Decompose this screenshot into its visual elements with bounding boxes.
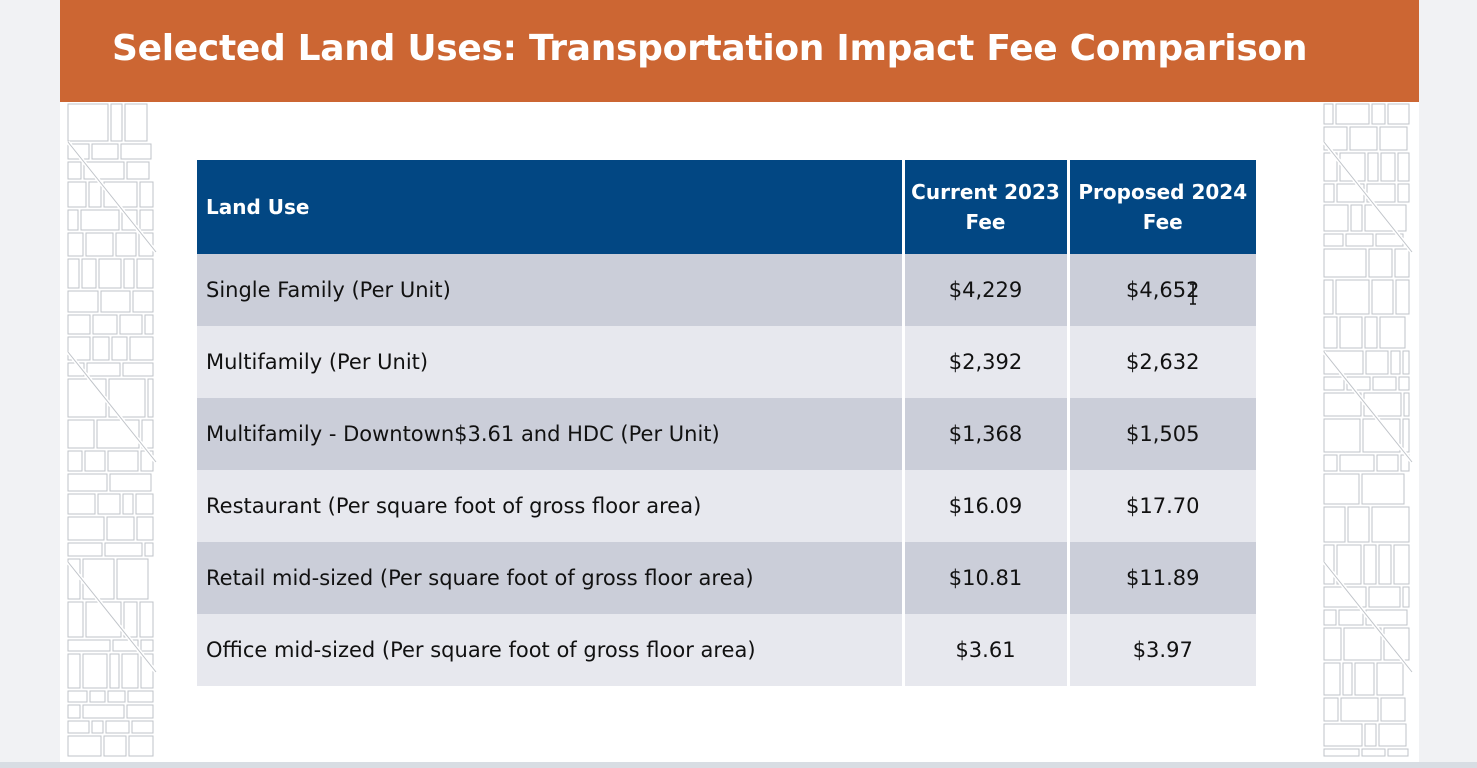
cell-current-fee: $16.09 (901, 470, 1068, 542)
table-row: Multifamily - Downtown$3.61 and HDC (Per… (197, 398, 1256, 470)
cell-proposed-fee: $1,505 (1066, 398, 1256, 470)
header-proposed-line2: Fee (1142, 210, 1183, 234)
table-row: Multifamily (Per Unit) $2,392 $2,632 (197, 326, 1256, 398)
cell-proposed-fee: $17.70 (1066, 470, 1256, 542)
table-row: Single Family (Per Unit) $4,229 $4,652 (197, 254, 1256, 326)
cell-current-fee: $3.61 (901, 614, 1068, 686)
cell-proposed-fee: $2,632 (1066, 326, 1256, 398)
cell-land-use: Single Family (Per Unit) (197, 254, 903, 326)
cell-land-use: Restaurant (Per square foot of gross flo… (197, 470, 903, 542)
cell-land-use: Office mid-sized (Per square foot of gro… (197, 614, 903, 686)
cell-current-fee: $10.81 (901, 542, 1068, 614)
cell-proposed-fee: $3.97 (1066, 614, 1256, 686)
street-map-decoration-right (1322, 103, 1414, 757)
header-current-line1: Current 2023 (911, 180, 1060, 204)
street-map-decoration-left (66, 103, 158, 757)
header-proposed-line1: Proposed 2024 (1078, 180, 1248, 204)
fee-comparison-table: Land Use Current 2023 Fee Proposed 2024 Fe… (197, 160, 1256, 686)
cell-land-use: Retail mid-sized (Per square foot of gro… (197, 542, 903, 614)
bottom-edge-strip (0, 762, 1477, 768)
cell-current-fee: $2,392 (901, 326, 1068, 398)
cell-land-use: Multifamily - Downtown$3.61 and HDC (Per… (197, 398, 903, 470)
table-row: Restaurant (Per square foot of gross flo… (197, 470, 1256, 542)
cell-proposed-fee: $11.89 (1066, 542, 1256, 614)
header-current-line2: Fee (965, 210, 1006, 234)
table-row: Retail mid-sized (Per square foot of gro… (197, 542, 1256, 614)
table-row: Office mid-sized (Per square foot of gro… (197, 614, 1256, 686)
cell-current-fee: $1,368 (901, 398, 1068, 470)
table-header-row: Land Use Current 2023 Fee Proposed 2024 Fe… (197, 160, 1256, 254)
slide: Selected Land Uses: Transportation Impac… (60, 0, 1419, 768)
cell-current-fee: $4,229 (901, 254, 1068, 326)
header-land-use: Land Use (197, 160, 903, 254)
cell-proposed-fee: $4,652 (1066, 254, 1256, 326)
slide-title: Selected Land Uses: Transportation Impac… (112, 28, 1308, 69)
cell-land-use: Multifamily (Per Unit) (197, 326, 903, 398)
header-land-use-label: Land Use (206, 195, 310, 219)
header-current-fee: Current 2023 Fee (901, 160, 1068, 254)
header-proposed-fee: Proposed 2024 Fee (1066, 160, 1256, 254)
title-bar: Selected Land Uses: Transportation Impac… (60, 0, 1419, 102)
text-cursor-icon (1190, 283, 1196, 305)
